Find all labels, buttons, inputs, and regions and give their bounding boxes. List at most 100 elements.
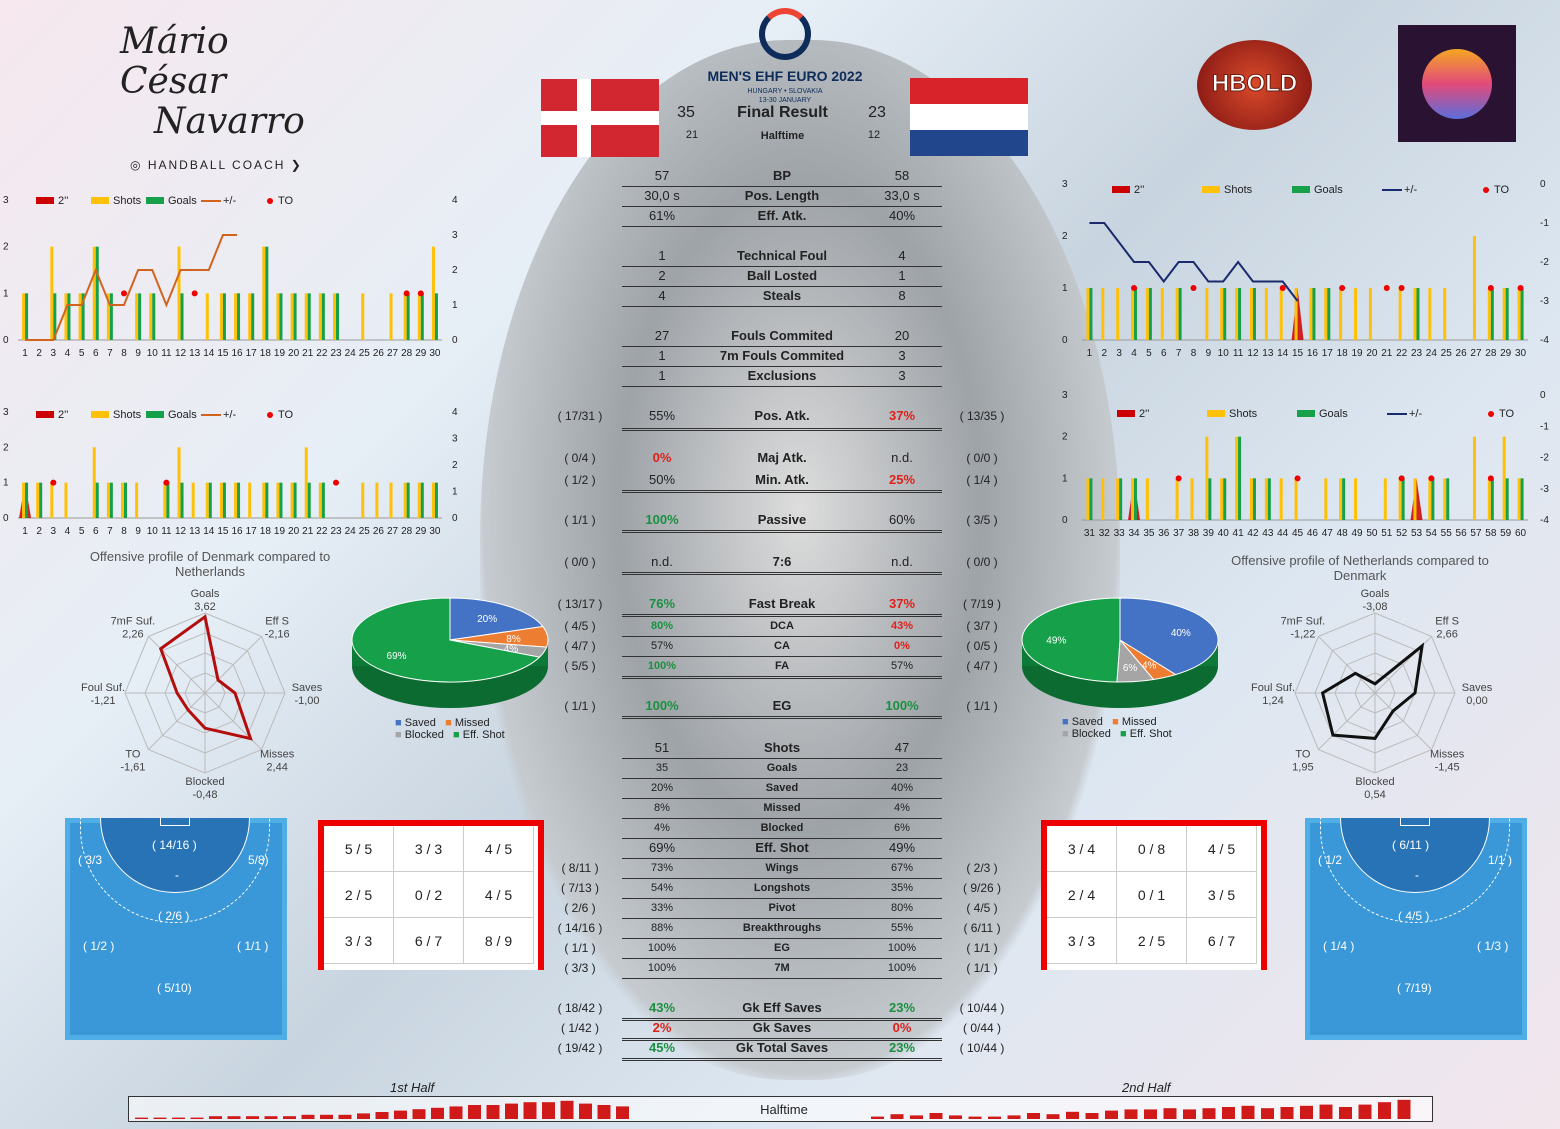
shots-bar	[22, 293, 26, 340]
timeline-bar-away	[988, 1116, 1001, 1119]
shots-bar	[1205, 436, 1209, 520]
timeline-chart	[135, 1099, 1411, 1119]
gk-row-r: 23%	[888, 1000, 916, 1015]
shots-bar	[92, 246, 96, 340]
attack-row-l: 100%	[647, 660, 677, 672]
goal-zone-cell: 4 / 5	[464, 826, 534, 872]
x-tick-label: 14	[203, 526, 215, 537]
legend-swatch	[36, 411, 54, 418]
goals-bar	[1089, 288, 1093, 340]
shots-row-l: 20%	[650, 782, 674, 794]
legend-swatch	[1202, 186, 1220, 193]
x-tick-label: 16	[232, 348, 244, 359]
goals-bar	[53, 293, 57, 340]
x-tick-label: 27	[387, 348, 399, 359]
position-row-c: Breakthroughs	[742, 922, 822, 934]
shots-bar	[78, 293, 82, 340]
divider	[622, 636, 942, 637]
pie-home-legend: ■ Saved ■ Missed ■ Blocked ■ Eff. Shot	[395, 717, 505, 741]
legend-swatch	[1483, 187, 1489, 193]
y2-tick-label: 1	[452, 487, 458, 498]
legend-label: 2''	[58, 195, 68, 207]
goals-bar	[336, 293, 339, 340]
goals-bar	[166, 482, 170, 518]
foul-row-r: 3	[898, 368, 906, 383]
x-tick-label: 22	[1396, 348, 1408, 359]
timeline-bar-home	[320, 1114, 333, 1119]
legend-label: TO	[1499, 408, 1515, 420]
attack-row: ( 17/31 ) 55% Pos. Atk. 37% ( 13/35 )	[540, 406, 1020, 426]
shots-bar	[1205, 288, 1209, 340]
radar-value-label: 1,24	[1262, 695, 1283, 707]
position-row-l: 100%	[647, 962, 677, 974]
radar-value-label: 0,00	[1466, 695, 1487, 707]
radar-axis-label: 7mF Suf.	[1281, 616, 1326, 628]
x-tick-label: 2	[1102, 348, 1108, 359]
timeline-bar-away	[1046, 1114, 1060, 1119]
goals-bar	[25, 293, 29, 340]
timeline-bar: Halftime	[128, 1096, 1433, 1122]
x-tick-label: 11	[161, 526, 172, 537]
x-tick-label: 59	[1500, 528, 1512, 539]
goal-zone-cell: 0 / 2	[394, 872, 464, 918]
position-row-c: 7M	[774, 962, 790, 974]
stat-row-l: 61%	[648, 208, 676, 223]
divider	[622, 778, 942, 779]
shots-bar	[1086, 288, 1090, 340]
pie-slice	[1021, 597, 1121, 683]
divider	[622, 656, 942, 657]
court-away-pivot: ( 4/5 )	[1398, 909, 1430, 923]
y2-tick-label: 0	[1540, 179, 1546, 190]
attack-row-c: DCA	[770, 620, 794, 632]
legend-swatch	[1117, 410, 1135, 417]
attack-row-b: ( 0/5 )	[966, 639, 998, 653]
legend-swatch	[1297, 410, 1315, 417]
turnover-dot	[1190, 285, 1197, 291]
timeline-bar-away	[1222, 1107, 1235, 1119]
position-row-a: ( 1/1 )	[564, 941, 596, 955]
goals-bar	[180, 482, 184, 518]
attack-row-a: ( 4/5 )	[564, 619, 596, 633]
x-tick-label: 22	[316, 526, 328, 537]
foul-row-r: 1	[898, 268, 906, 283]
x-tick-label: 42	[1247, 528, 1259, 539]
shots-bar	[1294, 288, 1298, 340]
x-tick-label: 29	[415, 348, 427, 359]
attack-row-l: 50%	[648, 472, 676, 487]
shots-row-r: 40%	[890, 782, 914, 794]
x-tick-label: 10	[147, 526, 159, 537]
x-tick-label: 13	[189, 526, 201, 537]
x-tick-label: 1	[1087, 348, 1093, 359]
goals-bar	[1520, 288, 1524, 340]
goals-bar	[1238, 436, 1242, 520]
x-tick-label: 10	[1218, 348, 1230, 359]
turnover-dot	[1517, 285, 1524, 291]
shots-bar	[290, 293, 294, 340]
home-score: 35	[677, 104, 695, 121]
position-row-c: EG	[774, 942, 790, 954]
shots-row-l: 4%	[654, 822, 670, 834]
foul-row-c: Exclusions	[747, 368, 817, 383]
timeline-bar-home	[209, 1116, 222, 1119]
goal-zone-cell: 5 / 5	[324, 826, 394, 872]
radar-spoke	[1318, 692, 1376, 750]
shots-bar	[1101, 478, 1105, 520]
divider	[622, 614, 942, 617]
pie-label: 49%	[1046, 636, 1066, 647]
gk-row-b: ( 10/44 )	[959, 1001, 1005, 1015]
goals-bar	[1089, 478, 1093, 520]
goals-bar	[237, 482, 241, 518]
x-tick-label: 7	[1176, 348, 1182, 359]
shots-row: 8% Missed 4%	[540, 798, 1020, 818]
gk-row-b: ( 10/44 )	[959, 1041, 1005, 1055]
timeline-bar-home	[246, 1116, 259, 1119]
x-tick-label: 28	[401, 348, 413, 359]
turnover-dot	[1383, 285, 1390, 291]
timeline-bar-away	[1280, 1107, 1294, 1119]
goals-bar	[434, 293, 438, 340]
foul-row: 1 Exclusions 3	[540, 366, 1020, 386]
legend-label: +/-	[1409, 408, 1422, 420]
radar-axis-label: Saves	[292, 682, 323, 694]
gk-row-c: Gk Total Saves	[735, 1040, 829, 1055]
